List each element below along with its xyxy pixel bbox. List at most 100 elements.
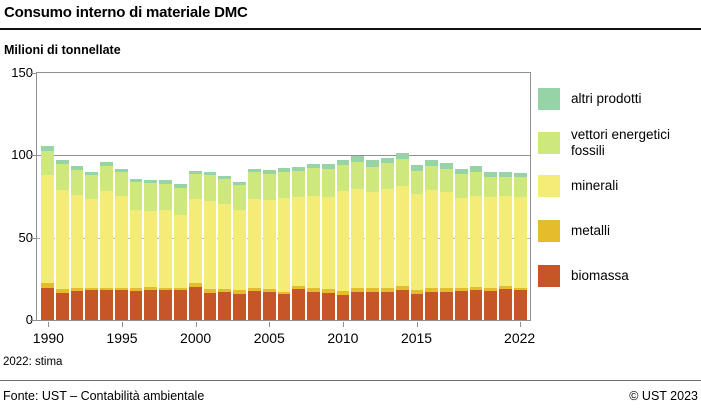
bar-segment-metalli [114,287,128,291]
bar-segment-minerali [395,186,409,287]
bar-segment-altri-prodotti [366,160,379,168]
bar-segment-biomassa [292,289,306,320]
legend-label: minerali [571,178,619,194]
bar-2015 [410,165,424,320]
gridline-100 [37,155,530,157]
legend-label: vettori energetici fossili [571,127,671,158]
y-axis-label-0: 0 [1,313,33,327]
bar-2001 [203,171,217,320]
legend-item-biomassa: biomassa [538,265,629,287]
bar-2000 [188,170,202,320]
bar-segment-metalli [380,288,394,292]
bar-segment-vettori-energetici-fossili [366,167,379,193]
bar-segment-altri-prodotti [55,160,69,164]
y-axis-label-50: 50 [18,229,33,245]
bar-segment-biomassa [203,292,217,320]
bar-segment-minerali [277,198,291,292]
bar-segment-vettori-energetici-fossili [380,163,394,190]
bar-segment-biomassa [484,291,498,320]
bar-segment-altri-prodotti [336,160,350,166]
bar-segment-vettori-energetici-fossili [247,172,261,200]
bar-2010 [336,160,350,320]
x-axis-label-2000: 2000 [180,330,212,346]
bar-segment-biomassa [233,293,246,320]
bar-segment-minerali [351,188,365,288]
y-axis-unit-label: Milioni di tonnellate [4,43,121,57]
bar-segment-minerali [425,190,439,289]
bar-segment-metalli [70,288,84,292]
bar-segment-metalli [292,286,306,290]
x-axis-label-2010: 2010 [327,330,359,346]
bar-1999 [174,184,187,320]
bar-segment-minerali [410,193,424,291]
bar-segment-altri-prodotti [129,178,143,183]
bar-segment-vettori-energetici-fossili [218,179,232,204]
bar-segment-biomassa [100,290,113,320]
legend-item-vettori-energetici-fossili: vettori energetici fossili [538,127,699,159]
bar-segment-biomassa [425,292,439,320]
bar-segment-altri-prodotti [425,160,439,167]
bar-segment-minerali [292,196,306,287]
bar-segment-minerali [159,210,173,288]
bar-segment-biomassa [410,294,424,320]
bar-segment-metalli [395,286,409,291]
x-axis-tick-2022 [519,322,521,327]
x-axis-label-2015: 2015 [400,330,433,346]
bar-segment-minerali [188,199,202,283]
bar-segment-vettori-energetici-fossili [114,171,128,197]
x-axis-label-2022: 2022 [504,330,536,346]
bar-segment-altri-prodotti [321,163,335,169]
bar-2006 [277,167,291,320]
bar-segment-biomassa [440,292,453,320]
bar-segment-metalli [277,291,291,295]
bar-segment-minerali [514,196,527,288]
bar-segment-metalli [218,289,232,293]
bar-segment-biomassa [351,291,365,320]
bar-segment-vettori-energetici-fossili [395,158,409,187]
bar-segment-metalli [203,289,217,293]
bar-1998 [159,180,173,320]
bar-segment-vettori-energetici-fossili [469,172,483,197]
bar-segment-metalli [440,288,453,293]
bar-segment-metalli [100,287,113,291]
bar-segment-minerali [336,191,350,292]
y-axis-tick [30,73,36,74]
bar-segment-biomassa [55,292,69,320]
legend-swatch [538,175,560,197]
bar-segment-minerali [366,192,379,288]
bar-segment-metalli [425,288,439,292]
legend-item-minerali: minerali [538,175,618,197]
bar-2007 [292,167,306,320]
bar-segment-vettori-energetici-fossili [440,168,453,193]
bar-segment-minerali [247,199,261,289]
bar-segment-metalli [41,282,54,289]
bar-segment-altri-prodotti [469,166,483,173]
bar-segment-vettori-energetici-fossili [188,174,202,200]
bar-segment-minerali [380,189,394,289]
bar-segment-biomassa [514,290,527,320]
bar-segment-vettori-energetici-fossili [292,171,306,197]
x-axis-tick-2010 [342,322,344,327]
bar-segment-metalli [159,287,173,291]
bar-segment-vettori-energetici-fossili [336,165,350,192]
bar-segment-minerali [307,195,320,289]
y-axis-label-150: 150 [11,65,33,80]
bar-2011 [351,156,365,320]
x-axis-tick-1990 [48,322,50,327]
bar-segment-metalli [410,290,424,295]
bar-2018 [454,168,468,320]
y-axis-tick [30,237,36,239]
bar-1993 [85,172,99,320]
bar-segment-vettori-energetici-fossili [129,182,143,210]
bar-segment-vettori-energetici-fossili [410,171,424,194]
bar-segment-vettori-energetici-fossili [70,169,84,196]
bar-segment-biomassa [247,291,261,320]
bar-segment-altri-prodotti [41,146,54,152]
bar-segment-vettori-energetici-fossili [85,175,99,199]
bar-segment-biomassa [307,291,320,320]
x-axis-tick-2000 [195,322,197,327]
bar-segment-biomassa [499,289,512,320]
bar-1997 [144,179,158,320]
bar-segment-vettori-energetici-fossili [262,174,276,201]
bar-2016 [425,160,439,320]
